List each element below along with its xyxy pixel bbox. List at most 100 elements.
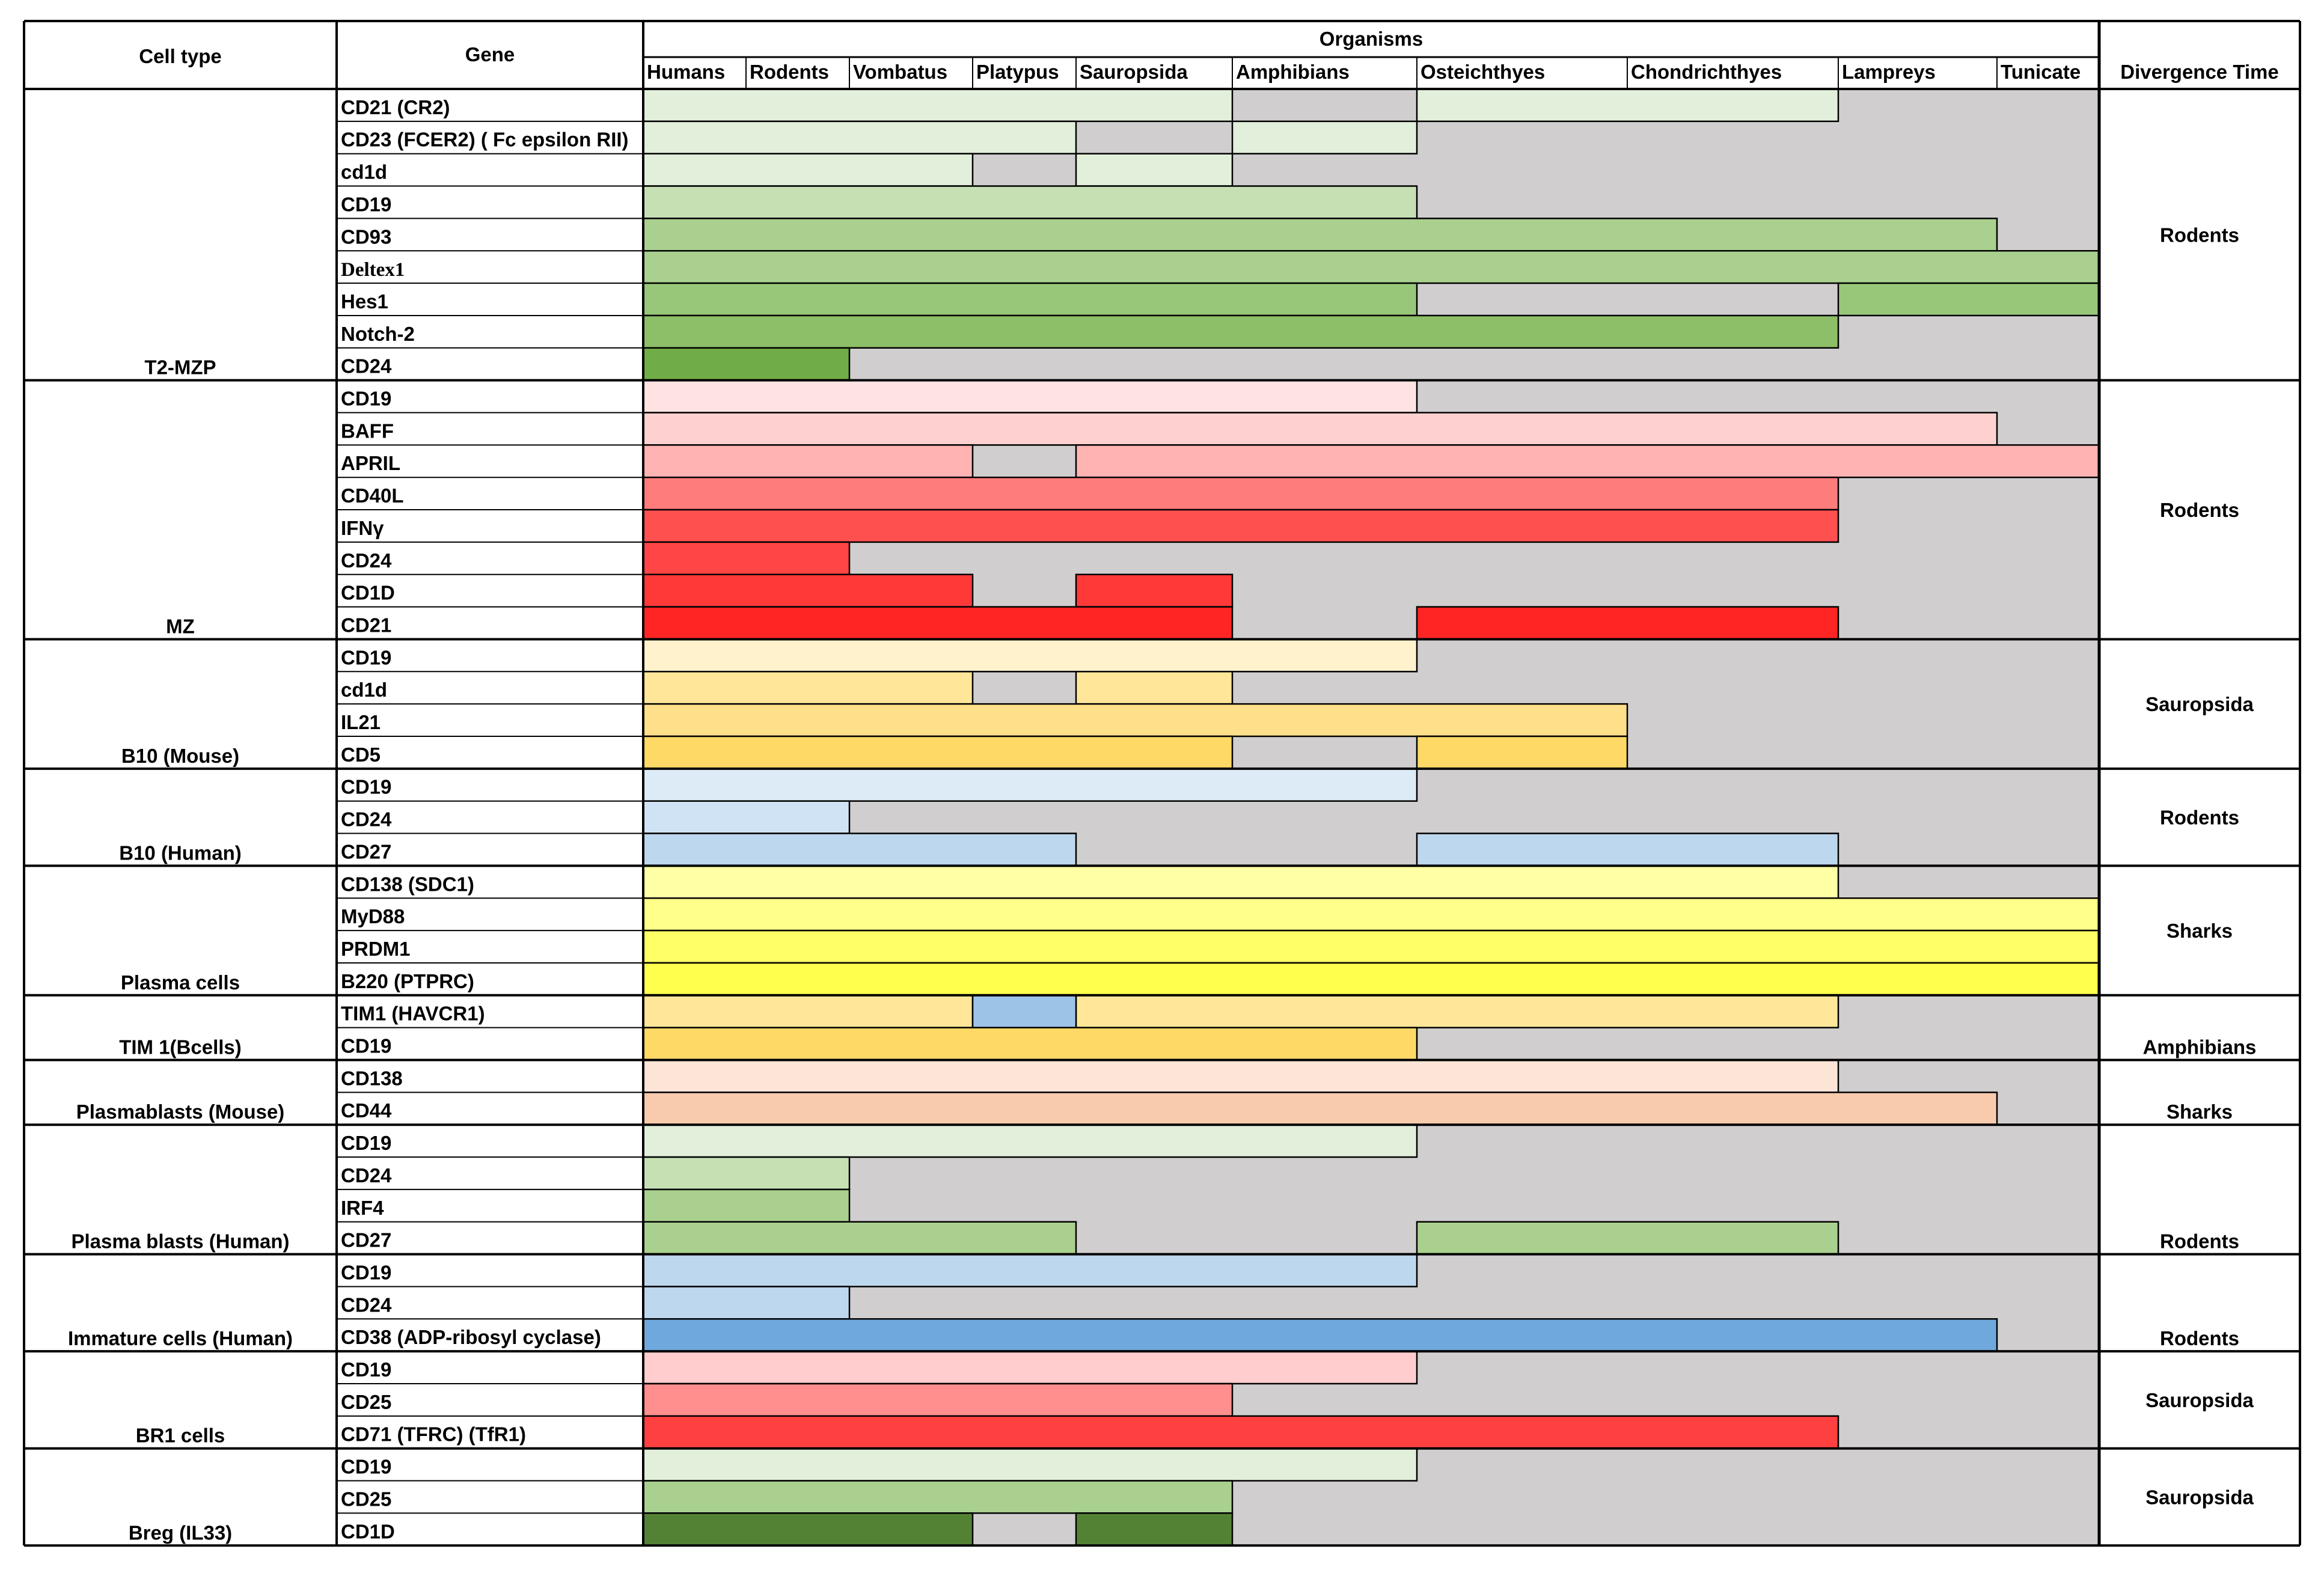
presence-bar	[1075, 671, 1234, 705]
presence-bar	[642, 1156, 851, 1191]
presence-bar	[642, 379, 1418, 414]
gene-label: MyD88	[341, 905, 405, 927]
presence-bar	[642, 703, 1628, 738]
presence-bar	[642, 962, 2100, 997]
presence-bar	[1075, 994, 1839, 1028]
gene-label: CD24	[341, 1164, 392, 1187]
organism-header: Lampreys	[1842, 61, 1936, 83]
gene-label: CD19	[341, 1132, 391, 1154]
presence-bar	[642, 1123, 1418, 1158]
gene-label: CD19	[341, 776, 391, 798]
gene-label: CD19	[341, 1261, 391, 1283]
organism-header: Vombatus	[853, 61, 947, 83]
presence-bar	[642, 1286, 851, 1320]
presence-bar	[642, 250, 2100, 284]
presence-bar	[642, 1318, 1998, 1352]
gene-label: CD19	[341, 646, 391, 668]
gene-label: CD24	[341, 355, 392, 377]
header-cell-type: Cell type	[139, 45, 222, 67]
presence-bar	[642, 929, 2100, 964]
divergence-time-label: Amphibians	[2143, 1036, 2257, 1058]
presence-bar	[642, 1027, 1418, 1061]
presence-bar	[1837, 282, 2100, 317]
presence-bar	[1075, 1512, 1234, 1547]
presence-bar	[642, 1480, 1234, 1514]
cell-type-label: BR1 cells	[136, 1425, 225, 1447]
divergence-time-label: Rodents	[2160, 1327, 2239, 1349]
presence-bar	[1075, 444, 2100, 478]
gene-label: CD25	[341, 1488, 391, 1510]
divergence-time-label: Rodents	[2160, 224, 2239, 246]
gene-label: PRDM1	[341, 938, 411, 960]
gene-label: BAFF	[341, 420, 394, 442]
presence-bar	[1231, 120, 1418, 154]
presence-bar	[642, 120, 1077, 154]
presence-bar	[642, 1512, 974, 1547]
gene-label: CD138	[341, 1067, 403, 1089]
presence-bar	[642, 865, 1839, 899]
cell-type-label: Plasma blasts (Human)	[71, 1230, 289, 1253]
gene-label: CD24	[341, 808, 392, 831]
gene-label: CD19	[341, 1035, 391, 1057]
gene-label: CD93	[341, 225, 391, 248]
presence-bar	[642, 1092, 1998, 1126]
label-layer: Cell type Gene Organisms Divergence Time Hum…	[68, 28, 2279, 1544]
divergence-time-label: Sauropsida	[2145, 1486, 2254, 1508]
gene-label: Hes1	[341, 290, 388, 313]
divergence-time-label: Rodents	[2160, 807, 2239, 829]
presence-bar	[1416, 1221, 1839, 1255]
presence-bar	[642, 573, 974, 608]
cell-type-label: MZ	[166, 615, 195, 637]
presence-bar	[642, 476, 1839, 511]
presence-bar	[642, 994, 974, 1028]
presence-bar	[1416, 88, 1839, 123]
divergence-time-label: Sauropsida	[2145, 693, 2254, 715]
cell-type-label: B10 (Mouse)	[121, 745, 239, 767]
presence-bar	[642, 1253, 1418, 1287]
presence-bar	[642, 1350, 1418, 1385]
presence-bar	[642, 282, 1418, 317]
gene-label: CD1D	[341, 582, 395, 604]
presence-bar	[642, 185, 1418, 219]
divergence-time-label: Sauropsida	[2145, 1389, 2254, 1411]
gene-label: CD21	[341, 614, 391, 636]
divergence-time-label: Rodents	[2160, 499, 2239, 521]
presence-bar	[642, 897, 2100, 932]
gene-label: CD38 (ADP-ribosyl cyclase)	[341, 1326, 601, 1348]
presence-bar	[642, 444, 974, 478]
presence-bar	[1416, 735, 1628, 770]
gene-label: CD71 (TFRC) (TfR1)	[341, 1423, 526, 1446]
presence-bar	[642, 541, 851, 576]
gene-label: IL21	[341, 711, 381, 733]
organism-header: Chondrichthyes	[1631, 61, 1782, 83]
gene-label: Notch-2	[341, 323, 415, 345]
gene-label: CD1D	[341, 1520, 395, 1542]
gene-label: CD27	[341, 1229, 391, 1251]
presence-bar	[642, 800, 851, 834]
gene-label: CD19	[341, 1456, 391, 1478]
gene-label: CD19	[341, 193, 391, 215]
presence-bar	[642, 88, 1234, 123]
gene-label: APRIL	[341, 452, 400, 474]
organism-header: Rodents	[750, 61, 829, 83]
cell-type-label: Immature cells (Human)	[68, 1327, 293, 1349]
cell-type-label: Plasma cells	[121, 971, 240, 994]
presence-bar	[642, 735, 1234, 770]
presence-bar	[642, 1447, 1418, 1482]
gene-label: CD27	[341, 840, 391, 863]
presence-bar	[1075, 153, 1234, 187]
organism-header: Osteichthyes	[1420, 61, 1545, 83]
divergence-time-label: Rodents	[2160, 1230, 2239, 1253]
presence-bar	[642, 606, 1234, 640]
presence-bar	[1416, 606, 1839, 640]
gene-label: Deltex1	[341, 259, 405, 281]
presence-bar	[642, 1221, 1077, 1255]
presence-bar	[642, 153, 974, 187]
presence-bar	[642, 1188, 851, 1223]
gene-label: CD25	[341, 1391, 391, 1413]
organism-header: Platypus	[976, 61, 1059, 83]
presence-bar	[642, 347, 851, 381]
grid-layer	[23, 20, 2301, 1547]
organism-header: Humans	[647, 61, 725, 83]
gene-label: CD5	[341, 744, 381, 766]
